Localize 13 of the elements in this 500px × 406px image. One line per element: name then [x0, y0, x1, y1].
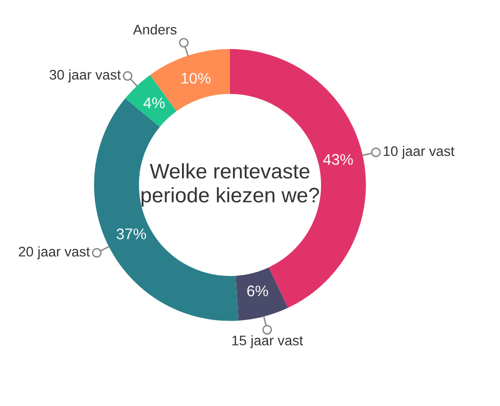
text: Welke rentevaste periode kiezen we?: [142, 163, 319, 207]
donut-slice: [125, 74, 176, 127]
slice-label: 30 jaar vast: [50, 69, 121, 82]
data-label: 37%: [116, 228, 146, 240]
slice-label: 20 jaar vast: [18, 246, 90, 260]
data-label: 43%: [323, 154, 353, 165]
slice-label: 15 jaar vast: [232, 335, 303, 348]
donut-slice: [236, 267, 288, 321]
data-label: 10%: [182, 72, 211, 84]
data-label: 6%: [247, 286, 268, 296]
data-label: 4%: [143, 98, 165, 108]
slice-label: Anders: [133, 24, 176, 35]
slice-label: 10 jaar vast: [384, 146, 454, 159]
